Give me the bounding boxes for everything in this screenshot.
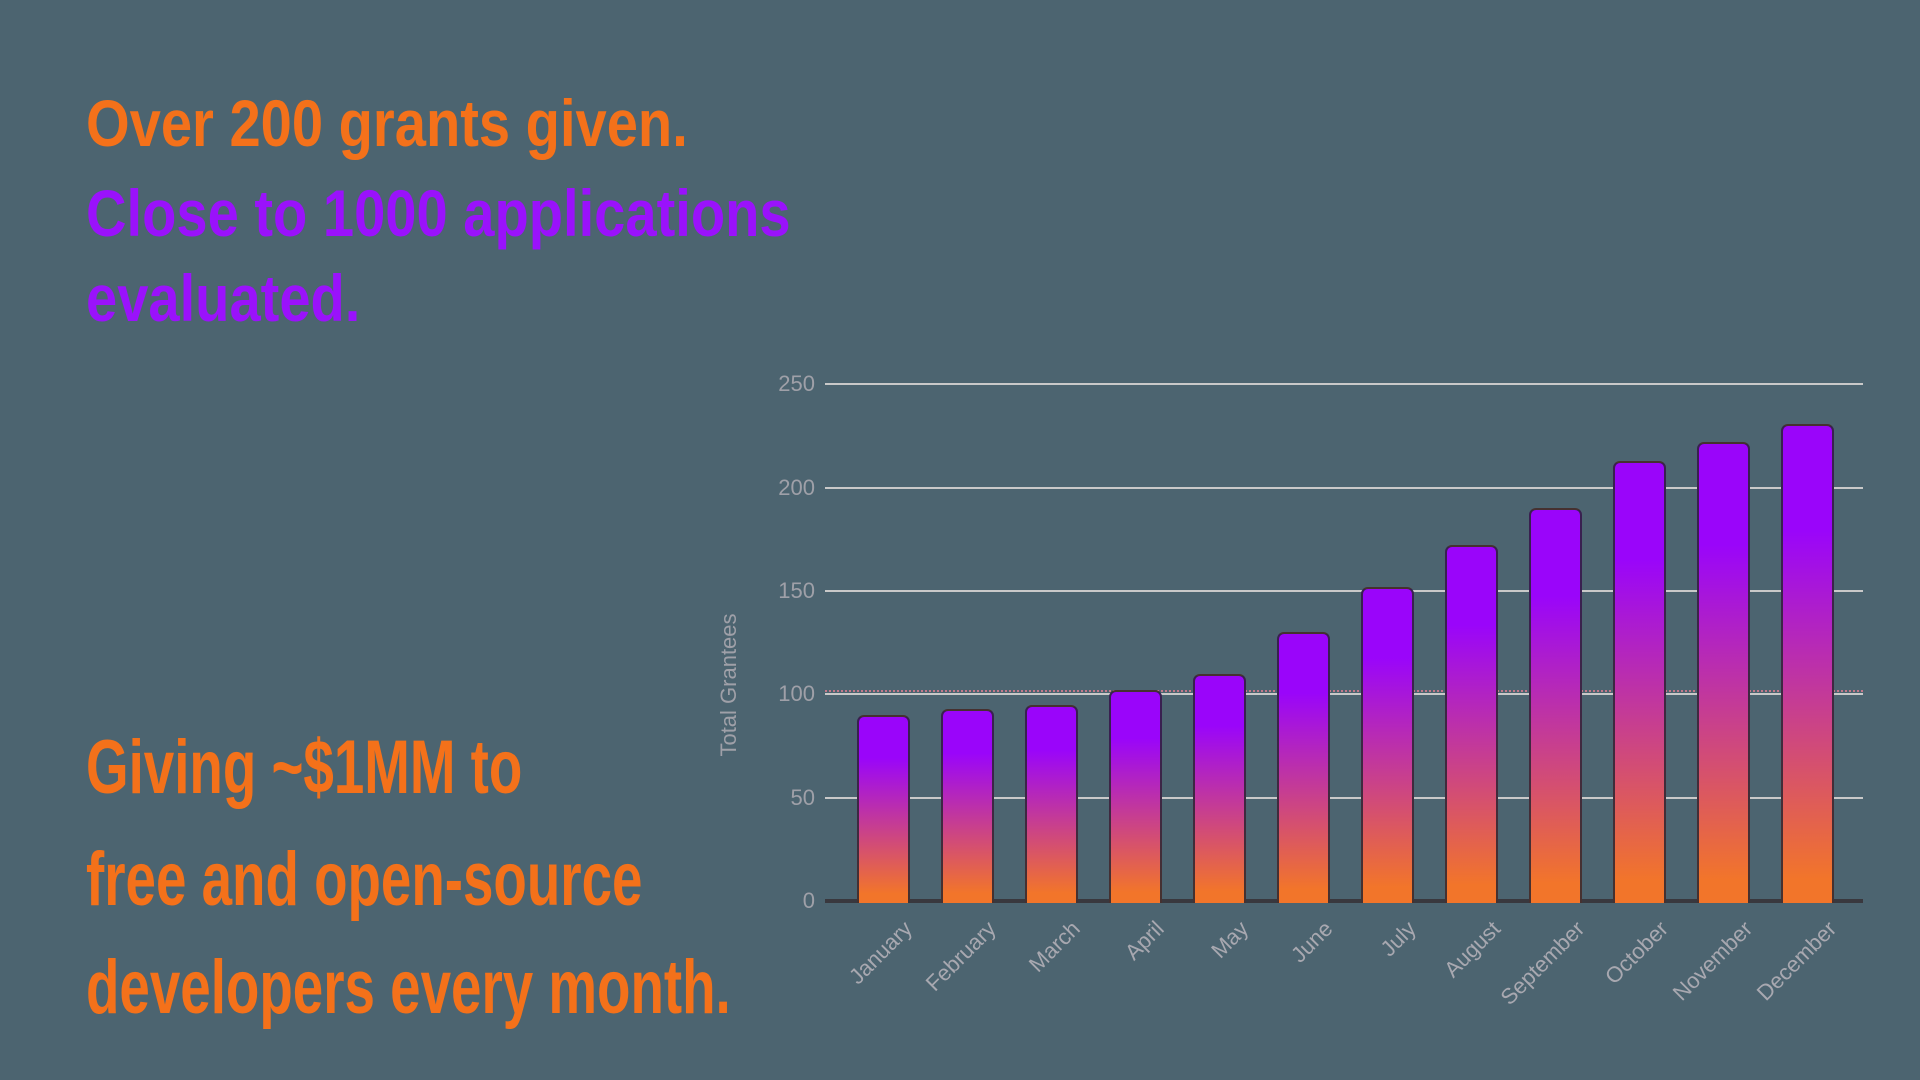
x-tick-label-october: October (1600, 916, 1674, 990)
headline-applications-line2-text: evaluated. (86, 261, 361, 335)
x-axis-line (825, 899, 1863, 903)
x-tick-label-may: May (1206, 916, 1254, 964)
x-tick-label-august: August (1439, 916, 1506, 983)
headline-grants-given: Over 200 grants given. (86, 90, 794, 156)
bar-november (1697, 442, 1750, 903)
footer-text-line2-text: free and open-source (86, 837, 643, 922)
footer-text-line3-text: developers every month. (86, 945, 731, 1030)
y-tick-label-100: 100 (778, 681, 815, 707)
bar-september (1529, 508, 1582, 903)
reference-line-100 (825, 690, 1863, 693)
x-tick-label-february: February (921, 916, 1002, 996)
gridline-100 (825, 693, 1863, 696)
bar-december (1781, 423, 1834, 903)
gridline-200 (825, 486, 1863, 489)
bar-june (1277, 632, 1330, 903)
bar-april (1109, 690, 1162, 903)
gridline-50 (825, 796, 1863, 799)
gridline-150 (825, 589, 1863, 592)
x-tick-label-april: April (1120, 916, 1170, 965)
y-tick-label-200: 200 (778, 474, 815, 500)
bar-may (1193, 673, 1246, 903)
x-tick-label-november: November (1667, 916, 1758, 1006)
x-tick-label-january: January (844, 916, 918, 990)
x-tick-label-june: June (1285, 916, 1338, 968)
bar-february (941, 708, 994, 903)
bar-january (857, 714, 910, 903)
x-tick-label-march: March (1024, 916, 1086, 977)
x-tick-label-september: September (1495, 916, 1590, 1010)
x-tick-label-july: July (1375, 916, 1422, 962)
bar-august (1445, 545, 1498, 903)
headline-applications-line1: Close to 1000 applications (86, 180, 915, 246)
footer-text-line2: free and open-source (86, 842, 859, 918)
headline-applications-line1-text: Close to 1000 applications (86, 176, 791, 250)
y-tick-label-0: 0 (802, 888, 815, 913)
headline-grants-given-text: Over 200 grants given. (86, 86, 688, 160)
y-tick-label-250: 250 (778, 371, 815, 397)
footer-text-line1-text: Giving ~$1MM to (86, 725, 523, 810)
footer-text-line1: Giving ~$1MM to (86, 730, 692, 806)
footer-text-line3: developers every month. (86, 950, 981, 1026)
y-tick-label-150: 150 (778, 577, 815, 603)
y-tick-label-50: 50 (790, 784, 815, 810)
bar-july (1361, 586, 1414, 903)
headline-applications-line2: evaluated. (86, 265, 409, 331)
bar-october (1613, 460, 1666, 903)
x-tick-label-december: December (1751, 916, 1842, 1006)
bar-march (1025, 704, 1078, 903)
gridline-250 (825, 383, 1863, 386)
